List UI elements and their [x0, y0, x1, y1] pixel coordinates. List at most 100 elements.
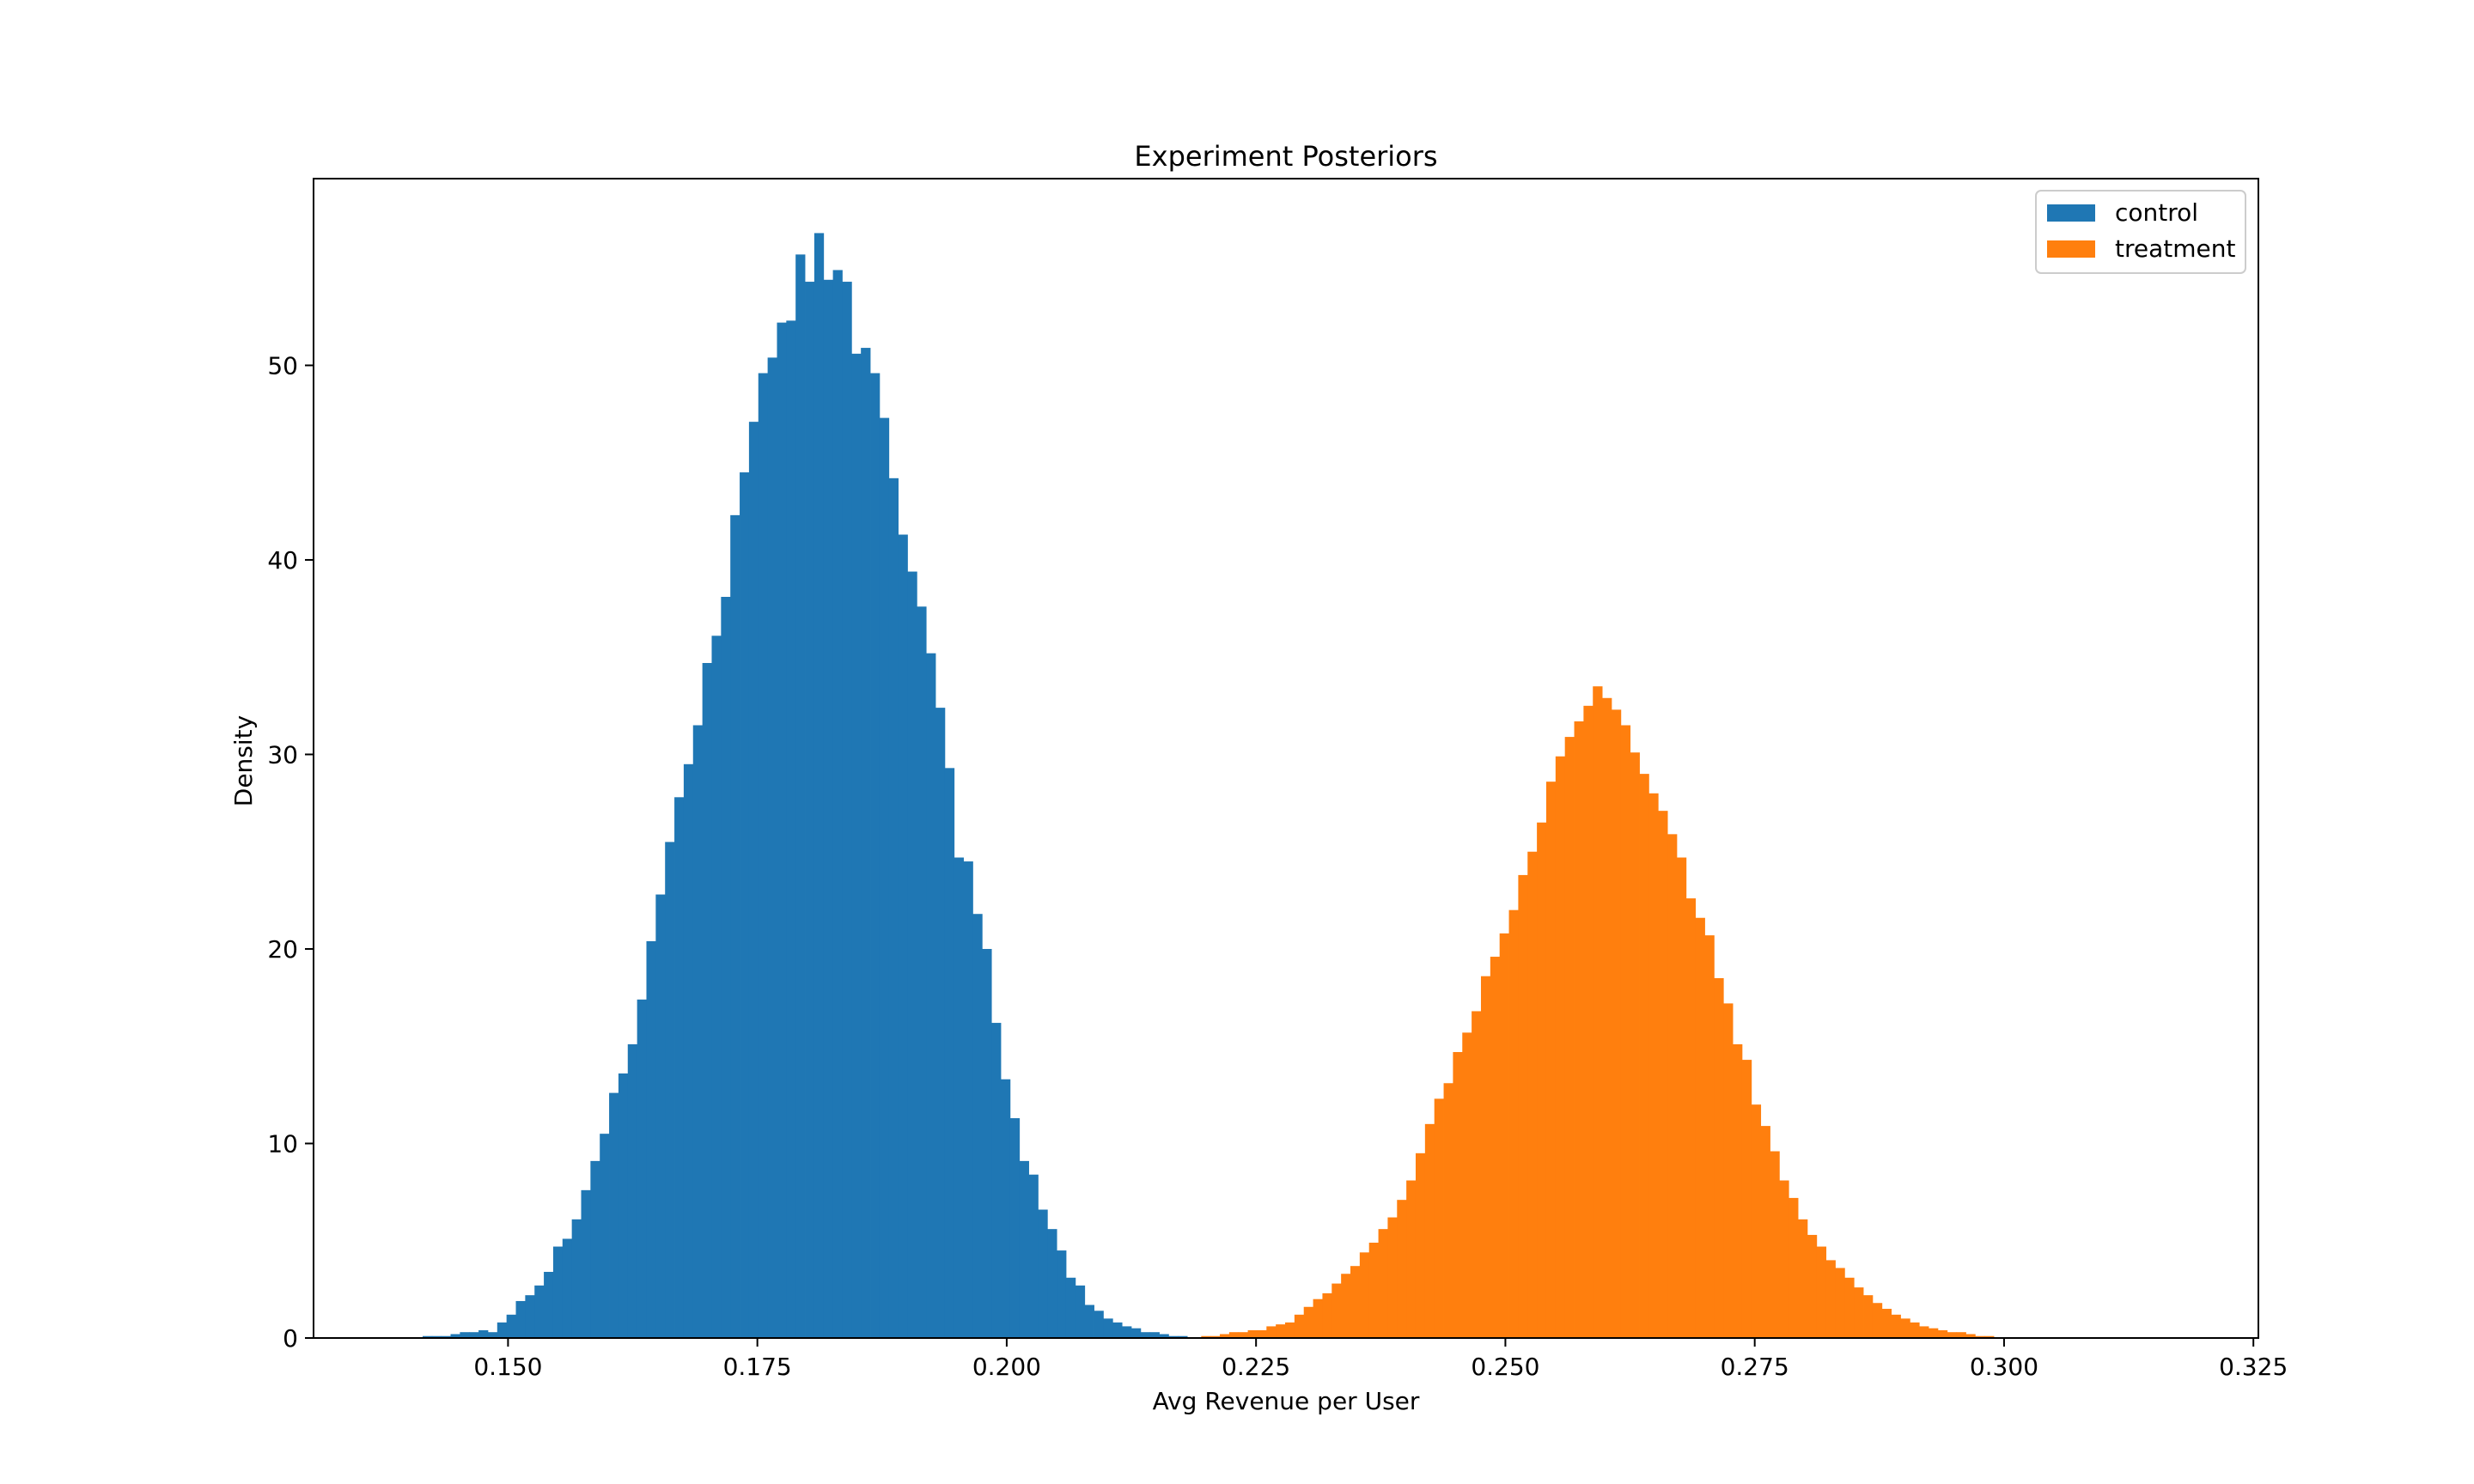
bar-control [478, 1329, 489, 1338]
bar-treatment [1760, 1126, 1770, 1338]
bar-treatment [1844, 1277, 1855, 1338]
bar-control [1047, 1229, 1057, 1338]
bar-treatment [1424, 1123, 1435, 1338]
bar-treatment [1518, 874, 1528, 1338]
bar-treatment [1378, 1229, 1388, 1338]
bar-treatment [1639, 774, 1649, 1338]
bar-treatment [1984, 1335, 1995, 1338]
bar-control [721, 597, 731, 1338]
bar-control [562, 1238, 573, 1338]
bar-treatment [1919, 1326, 1929, 1338]
bar-control [1140, 1332, 1151, 1338]
bar-control [777, 322, 787, 1338]
bar-treatment [1537, 822, 1547, 1338]
bar-control [982, 948, 992, 1338]
bar-treatment [1387, 1217, 1398, 1338]
x-tick-label: 0.150 [473, 1353, 542, 1381]
bar-treatment [1490, 957, 1501, 1338]
bar-control [954, 857, 964, 1338]
bar-treatment [1798, 1219, 1808, 1338]
bar-control [740, 472, 750, 1338]
legend: control treatment [2035, 190, 2246, 274]
bar-treatment [1220, 1334, 1230, 1338]
bar-control [441, 1335, 451, 1338]
bar-control [1065, 1277, 1076, 1338]
x-tick-label: 0.200 [972, 1353, 1041, 1381]
bar-control [813, 233, 825, 1338]
bar-treatment [1397, 1200, 1407, 1338]
bar-treatment [1341, 1274, 1351, 1338]
bar-treatment [1359, 1252, 1370, 1338]
bar-treatment [1593, 686, 1603, 1338]
bar-treatment [1733, 1043, 1743, 1338]
bar-control [963, 861, 973, 1338]
x-axis-label: Avg Revenue per User [1153, 1387, 1420, 1415]
chart-title: Experiment Posteriors [1134, 140, 1437, 173]
bar-control [879, 417, 890, 1338]
bar-treatment [1303, 1306, 1313, 1338]
y-tick-label: 0 [283, 1324, 298, 1353]
plot-area [313, 178, 2259, 1339]
y-axis-label: Density [229, 715, 258, 806]
bar-treatment [1741, 1060, 1752, 1338]
bar-treatment [1266, 1326, 1277, 1338]
bar-treatment [1406, 1180, 1417, 1338]
bar-control [431, 1335, 442, 1338]
bar-control [851, 353, 862, 1338]
bar-control [1001, 1079, 1011, 1338]
bar-treatment [1276, 1324, 1286, 1338]
bar-control [534, 1285, 545, 1338]
bar-control [1075, 1285, 1086, 1338]
bar-control [544, 1271, 554, 1338]
bar-treatment [1835, 1268, 1845, 1338]
bar-treatment [1238, 1332, 1248, 1338]
axes-frame [313, 178, 2259, 1339]
x-tick-label: 0.275 [1721, 1353, 1789, 1381]
histogram-bars [422, 233, 1995, 1339]
legend-swatch-control [2047, 204, 2095, 222]
bar-treatment [1929, 1328, 1939, 1338]
bar-treatment [1499, 933, 1509, 1338]
bar-control [767, 357, 777, 1338]
bar-control [590, 1160, 600, 1338]
bar-control [450, 1334, 460, 1338]
bar-treatment [1676, 857, 1687, 1338]
bar-control [758, 373, 769, 1338]
bar-treatment [1480, 976, 1491, 1338]
bar-control [646, 940, 656, 1338]
bar-control [842, 282, 852, 1338]
bar-control [609, 1092, 619, 1338]
bar-treatment [1545, 782, 1557, 1338]
bar-treatment [1825, 1260, 1836, 1338]
bar-treatment [1695, 917, 1705, 1338]
bar-control [898, 534, 908, 1338]
bar-treatment [1294, 1314, 1305, 1338]
bar-treatment [1788, 1197, 1799, 1338]
bar-treatment [1462, 1032, 1472, 1338]
bar-treatment [1555, 756, 1566, 1338]
bar-treatment [1891, 1314, 1901, 1338]
bar-control [1028, 1174, 1039, 1338]
bar-control [460, 1332, 470, 1338]
bar-control [1094, 1311, 1104, 1338]
bar-control [600, 1134, 610, 1338]
bar-treatment [1648, 793, 1659, 1338]
bar-control [1019, 1160, 1029, 1338]
bar-control [469, 1332, 479, 1338]
y-tick-label: 10 [267, 1129, 298, 1158]
bar-control [1130, 1328, 1142, 1338]
bar-treatment [1816, 1246, 1827, 1338]
bar-treatment [1714, 977, 1724, 1338]
bar-control [1168, 1335, 1179, 1338]
bar-control [944, 768, 955, 1338]
bar-treatment [1247, 1329, 1258, 1338]
bar-treatment [1872, 1303, 1883, 1338]
bar-treatment [1770, 1151, 1780, 1338]
bar-treatment [1257, 1329, 1267, 1338]
bar-control [552, 1246, 564, 1338]
bar-treatment [1472, 1011, 1482, 1338]
bar-control [870, 373, 881, 1338]
bar-control [1149, 1332, 1160, 1338]
bar-control [823, 279, 834, 1338]
